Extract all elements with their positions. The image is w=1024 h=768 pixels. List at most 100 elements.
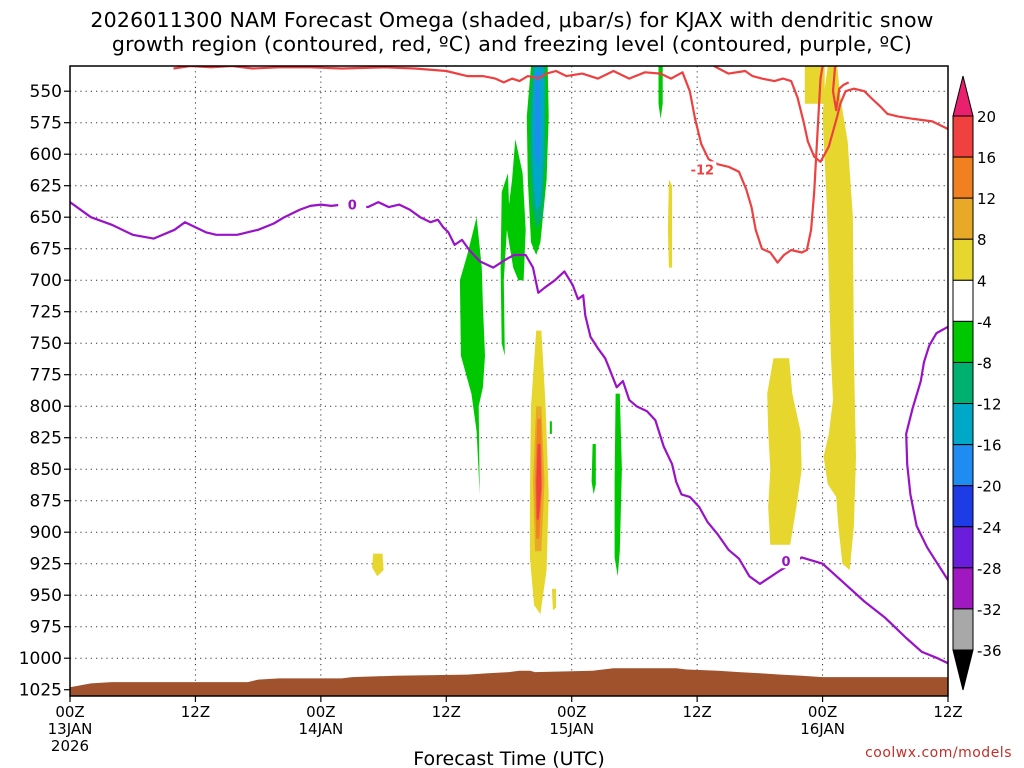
terrain [70, 668, 948, 696]
x-tick-label: 2026 [51, 737, 89, 755]
omega-shaded-area [591, 444, 596, 495]
omega-shaded-area [539, 78, 545, 167]
contours [70, 66, 948, 665]
y-tick-label: 875 [30, 492, 62, 512]
colorbar-label: 4 [977, 272, 987, 290]
omega-shaded-area [551, 588, 556, 611]
colorbar-label: 20 [977, 108, 996, 126]
contour-label: 0 [348, 199, 357, 214]
colorbar-swatch [952, 444, 974, 487]
omega-shaded-area [822, 66, 856, 570]
contour-labels: -12 0 0 [338, 161, 800, 570]
x-tick-label: 00Z [557, 703, 586, 721]
colorbar-swatch [952, 608, 974, 651]
colorbar-label: -28 [977, 560, 1002, 578]
colorbar-swatch [952, 403, 974, 446]
contour-minus12-red [173, 66, 824, 264]
contour-label-bg [771, 553, 800, 569]
omega-shaded-area [549, 421, 552, 434]
colorbar-swatch [952, 279, 974, 322]
y-tick-label: 925 [30, 555, 62, 575]
contour-label-bg [338, 196, 367, 212]
terrain-surface [70, 668, 948, 696]
colorbar-label: -36 [977, 642, 1002, 660]
x-tick-label: 12Z [682, 703, 711, 721]
y-tick-label: 975 [30, 618, 62, 638]
y-tick-label: 600 [30, 145, 62, 165]
colorbar-swatch [952, 567, 974, 610]
omega-shaded-area [667, 179, 673, 268]
contour-zero-purple [70, 201, 948, 665]
colorbar-swatch [952, 526, 974, 569]
colorbar-cap-top [952, 75, 974, 117]
contour-label: 0 [781, 555, 790, 570]
x-tick-label: 13JAN [48, 720, 93, 738]
x-tick-label: 00Z [808, 703, 837, 721]
x-tick-label: 16JAN [800, 720, 845, 738]
omega-shaded-area [658, 66, 663, 119]
colorbar-swatch [952, 361, 974, 405]
y-tick-label: 900 [30, 523, 62, 543]
contour-zero-purple [905, 325, 948, 581]
colorbar-label: -12 [977, 396, 1002, 414]
colorbar-label: 12 [977, 190, 996, 208]
y-tick-label: 550 [30, 82, 62, 102]
y-tick-label: 825 [30, 429, 62, 449]
colorbar-label: -20 [977, 478, 1002, 496]
y-tick-label: 800 [30, 397, 62, 417]
colorbar-legend: 20 16 12 8 4 -4 -8 -12 -16 -20 -24 -28 -32 -36 [952, 75, 1002, 691]
colorbar-label: -32 [977, 601, 1002, 619]
colorbar-label: -8 [977, 354, 992, 372]
x-tick-label: 12Z [933, 703, 962, 721]
omega-shaded-area [767, 358, 802, 545]
omega-shaded-area [500, 139, 526, 356]
plot-area [70, 66, 948, 696]
y-tick-label: 1000 [19, 649, 62, 669]
colorbar-label: -16 [977, 437, 1002, 455]
x-tick-label: 00Z [306, 703, 335, 721]
x-tick-label: 12Z [432, 703, 461, 721]
y-axis: 550 575 600 625 650 675 700 725 750 775 800 825 850 8… [19, 82, 70, 701]
colorbar-swatch [952, 115, 974, 158]
grid-lines [70, 66, 948, 696]
x-tick-label: 12Z [181, 703, 210, 721]
y-tick-label: 700 [30, 271, 62, 291]
y-tick-label: 750 [30, 334, 62, 354]
omega-shaded-area [614, 393, 622, 577]
chart-title-line2: growth region (contoured, red, ºC) and f… [111, 32, 913, 56]
y-tick-label: 650 [30, 208, 62, 228]
contour-minus12-red [831, 66, 850, 112]
y-tick-label: 625 [30, 177, 62, 197]
x-tick-label: 14JAN [298, 720, 343, 738]
colorbar-swatch [952, 197, 974, 240]
contour-label: -12 [691, 163, 715, 178]
contour-minus12-red [713, 66, 948, 163]
colorbar-swatch [952, 320, 974, 363]
colorbar-cap-bottom [952, 649, 974, 691]
y-tick-label: 675 [30, 240, 62, 260]
y-tick-label: 850 [30, 460, 62, 480]
y-tick-label: 1025 [19, 681, 62, 701]
y-tick-label: 575 [30, 114, 62, 134]
colorbar-label: -24 [977, 519, 1002, 537]
contour-label-bg [688, 161, 717, 177]
colorbar-label: -4 [977, 313, 992, 331]
credit-text: coolwx.com/models [865, 745, 1012, 761]
x-tick-label: 15JAN [549, 720, 594, 738]
omega-shaded-area [459, 217, 485, 495]
y-tick-label: 725 [30, 303, 62, 323]
y-tick-label: 775 [30, 366, 62, 386]
colorbar-swatch [952, 485, 974, 528]
colorbar-label: 8 [977, 231, 987, 249]
omega-shaded-area [372, 553, 384, 577]
omega-shading [372, 66, 856, 615]
colorbar-label: 16 [977, 149, 996, 167]
x-tick-label: 00Z [55, 703, 84, 721]
plot-frame [69, 65, 949, 697]
colorbar-swatch [952, 238, 974, 281]
chart-title-line1: 2026011300 NAM Forecast Omega (shaded, μ… [90, 8, 934, 32]
y-tick-label: 950 [30, 586, 62, 606]
colorbar-swatch [952, 156, 974, 199]
omega-shaded-area [536, 444, 542, 520]
